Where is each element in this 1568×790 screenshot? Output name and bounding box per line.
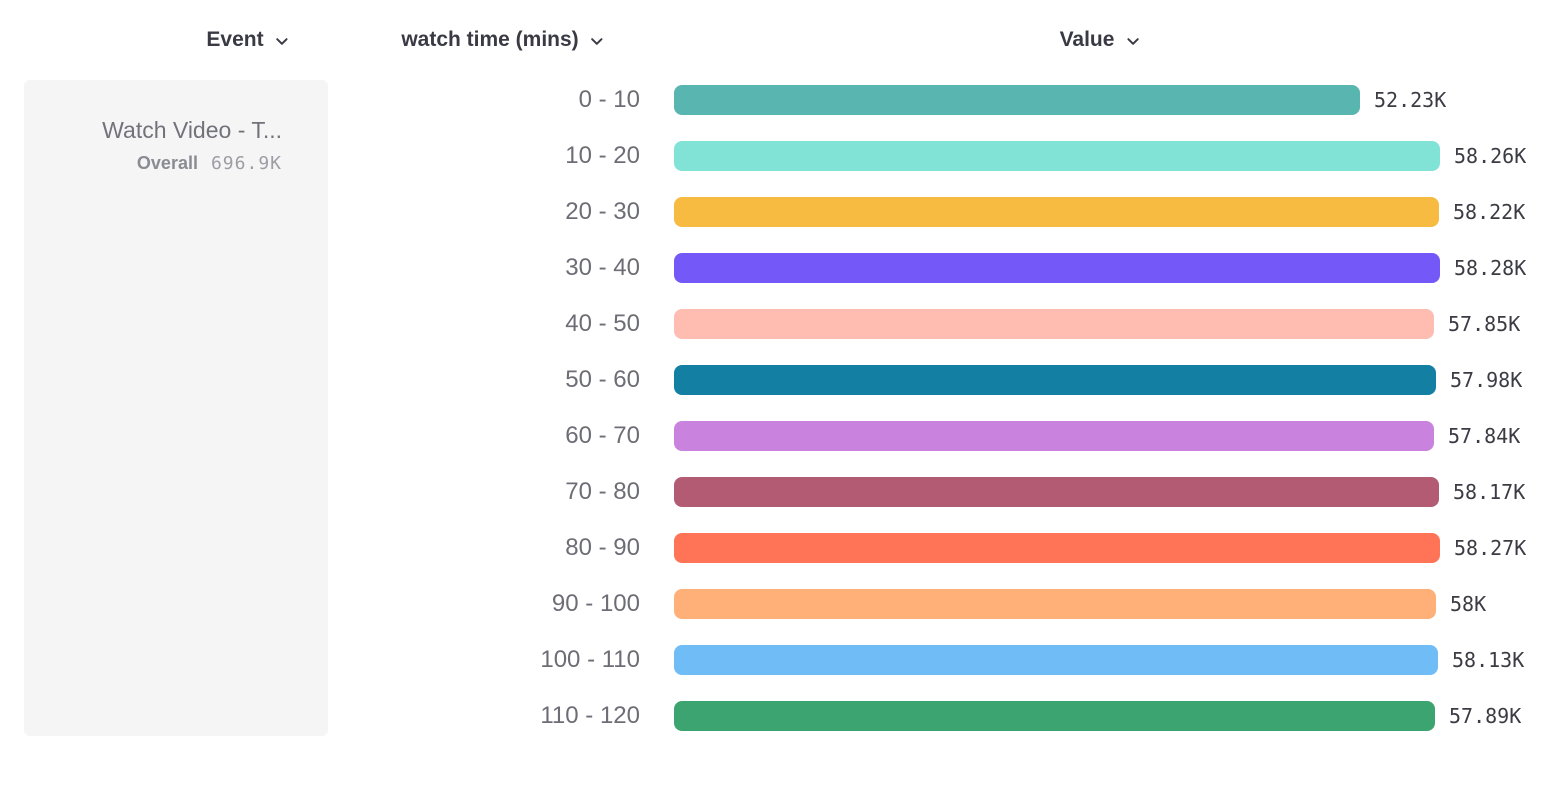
bar-segment[interactable] (674, 197, 1439, 227)
event-overall-row: Overall 696.9K (40, 153, 282, 174)
chart-row: 0 - 10 52.23K (340, 72, 1568, 128)
bar-category-label: 110 - 120 (540, 702, 640, 729)
chart-row: 110 - 120 57.89K (340, 688, 1568, 744)
chart-row: 80 - 90 58.27K (340, 520, 1568, 576)
chevron-down-icon (591, 38, 603, 45)
bar-area: 58.17K (674, 477, 1568, 507)
bar-value-label: 58.26K (1454, 144, 1527, 168)
bar-value-label: 58.13K (1452, 648, 1525, 672)
overall-label: Overall (136, 152, 198, 173)
bar-area: 58K (674, 589, 1568, 619)
column-header-event-label: Event (206, 28, 264, 51)
bar-segment[interactable] (674, 533, 1440, 563)
chevron-down-icon (1127, 38, 1139, 45)
chart-row: 100 - 110 58.13K (340, 632, 1568, 688)
bar-value-label: 58K (1450, 592, 1487, 616)
bar-area: 58.13K (674, 645, 1568, 675)
bar-category-label: 0 - 10 (578, 86, 640, 113)
column-header-breakdown-label: watch time (mins) (401, 28, 579, 51)
bar-area: 58.26K (674, 141, 1568, 171)
chart-row: 50 - 60 57.98K (340, 352, 1568, 408)
chart-row: 10 - 20 58.26K (340, 128, 1568, 184)
chart-row: 60 - 70 57.84K (340, 408, 1568, 464)
chart-row: 30 - 40 58.28K (340, 240, 1568, 296)
event-panel[interactable]: Watch Video - T... Overall 696.9K (24, 80, 328, 736)
bar-chart: 0 - 10 52.23K 10 - 20 58.26K 20 - 30 58.22K 30… (340, 72, 1568, 744)
bar-segment[interactable] (674, 365, 1436, 395)
chevron-down-icon (276, 38, 288, 45)
column-header-value[interactable]: Value (1060, 28, 1141, 52)
column-header-breakdown[interactable]: watch time (mins) (401, 28, 604, 52)
bar-category-label: 80 - 90 (565, 534, 640, 561)
bar-value-label: 58.22K (1453, 200, 1526, 224)
bar-segment[interactable] (674, 589, 1436, 619)
bar-value-label: 58.17K (1453, 480, 1526, 504)
bar-category-label: 30 - 40 (565, 254, 640, 281)
bar-segment[interactable] (674, 253, 1440, 283)
event-name: Watch Video - T... (102, 117, 282, 143)
bar-segment[interactable] (674, 701, 1435, 731)
column-header-value-label: Value (1059, 28, 1115, 51)
bar-segment[interactable] (674, 421, 1434, 451)
bar-area: 58.22K (674, 197, 1568, 227)
chart-row: 70 - 80 58.17K (340, 464, 1568, 520)
bar-value-label: 57.85K (1448, 312, 1521, 336)
bar-category-label: 20 - 30 (565, 198, 640, 225)
bar-category-label: 70 - 80 (565, 478, 640, 505)
bar-value-label: 57.84K (1448, 424, 1521, 448)
bar-category-label: 100 - 110 (540, 646, 640, 673)
bar-area: 52.23K (674, 85, 1568, 115)
bar-segment[interactable] (674, 85, 1360, 115)
column-header-event[interactable]: Event (206, 28, 289, 52)
bar-area: 57.84K (674, 421, 1568, 451)
overall-value: 696.9K (210, 152, 282, 174)
bar-value-label: 58.28K (1454, 256, 1527, 280)
bar-value-label: 58.27K (1454, 536, 1527, 560)
chart-row: 40 - 50 57.85K (340, 296, 1568, 352)
bar-category-label: 40 - 50 (565, 310, 640, 337)
bar-segment[interactable] (674, 309, 1434, 339)
bar-value-label: 57.89K (1449, 704, 1522, 728)
bar-area: 58.27K (674, 533, 1568, 563)
bar-segment[interactable] (674, 477, 1439, 507)
bar-value-label: 57.98K (1450, 368, 1523, 392)
bar-segment[interactable] (674, 141, 1440, 171)
bar-area: 57.85K (674, 309, 1568, 339)
chart-row: 90 - 100 58K (340, 576, 1568, 632)
chart-row: 20 - 30 58.22K (340, 184, 1568, 240)
bar-category-label: 50 - 60 (565, 366, 640, 393)
bar-segment[interactable] (674, 645, 1438, 675)
bar-area: 57.98K (674, 365, 1568, 395)
bar-category-label: 90 - 100 (551, 590, 640, 617)
bar-category-label: 60 - 70 (565, 422, 640, 449)
bar-value-label: 52.23K (1374, 88, 1447, 112)
bar-area: 57.89K (674, 701, 1568, 731)
bar-area: 58.28K (674, 253, 1568, 283)
bar-category-label: 10 - 20 (565, 142, 640, 169)
